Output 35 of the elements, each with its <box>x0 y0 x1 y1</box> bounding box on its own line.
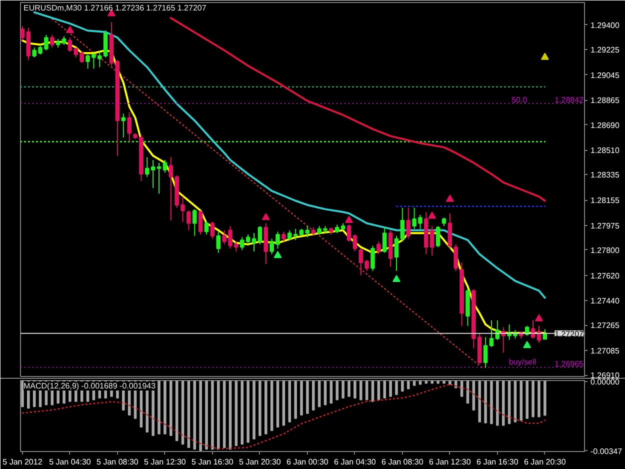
x-tick-label: 6 Jan 08:30 <box>382 458 424 466</box>
ref-line-label: 1.27207 <box>554 329 584 338</box>
x-tick-label: 5 Jan 2012 <box>2 458 43 466</box>
y-tick-label: 1.27800 <box>590 246 620 255</box>
chart-title: EURUSDm,M30 1.27166 1.27236 1.27165 1.27207 <box>24 4 207 12</box>
x-tick-label: 6 Jan 12:30 <box>429 458 472 466</box>
y-tick-label: 1.29400 <box>590 20 620 30</box>
ref-line-label: 1.28842 <box>554 95 584 104</box>
x-tick-label: 6 Jan 04:30 <box>334 458 376 466</box>
annotation: 50.0 <box>512 95 528 104</box>
y-tick-label: 1.28155 <box>590 196 620 206</box>
y-tick-label: 1.27975 <box>590 221 620 230</box>
x-tick-label: 6 Jan 16:30 <box>476 458 519 466</box>
y-tick-label: 1.28510 <box>590 146 620 156</box>
ref-line-label: 1.26965 <box>554 359 584 368</box>
y-tick-label: -0.00347 <box>590 446 623 456</box>
x-tick-label: 5 Jan 08:30 <box>96 458 139 466</box>
y-tick-label: 1.27440 <box>590 296 620 306</box>
y-tick-label: 0.00000 <box>590 378 620 386</box>
x-tick-label: 5 Jan 20:30 <box>239 458 282 466</box>
x-tick-label: 6 Jan 00:30 <box>286 458 329 466</box>
x-tick-label: 5 Jan 04:30 <box>49 458 92 466</box>
chart-title: MACD(12,26,9) -0.001689 -0.001943 <box>24 382 156 390</box>
y-tick-label: 1.27620 <box>590 271 620 280</box>
x-tick-label: 5 Jan 12:30 <box>144 458 186 466</box>
x-tick-label: 6 Jan 20:30 <box>524 458 566 466</box>
y-tick-label: 1.28335 <box>590 170 620 180</box>
y-tick-label: 1.29045 <box>590 70 620 80</box>
y-tick-label: 1.29225 <box>590 46 620 55</box>
y-tick-label: 1.28690 <box>590 120 620 130</box>
annotation: buy/sell <box>508 357 536 366</box>
y-tick-label: 1.27265 <box>590 321 620 330</box>
x-tick-label: 5 Jan 16:30 <box>192 458 234 466</box>
y-tick-label: 1.27085 <box>590 346 620 356</box>
y-tick-label: 1.28865 <box>590 96 620 106</box>
